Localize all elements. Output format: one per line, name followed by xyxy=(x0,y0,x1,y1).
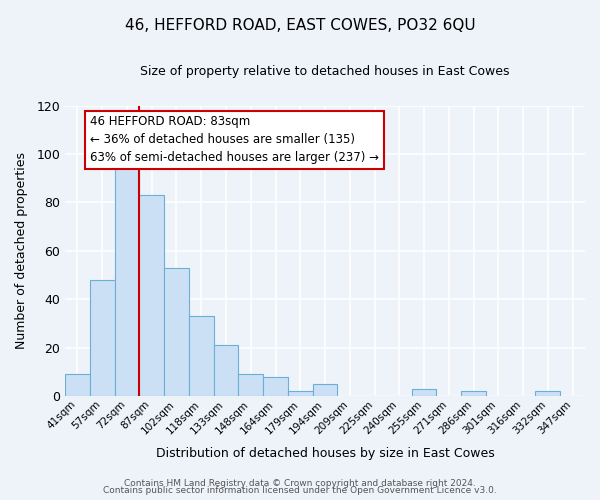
Bar xyxy=(461,392,486,396)
X-axis label: Distribution of detached houses by size in East Cowes: Distribution of detached houses by size … xyxy=(155,447,494,460)
Text: Contains HM Land Registry data © Crown copyright and database right 2024.: Contains HM Land Registry data © Crown c… xyxy=(124,478,476,488)
Bar xyxy=(535,392,560,396)
Bar xyxy=(139,195,164,396)
Bar xyxy=(90,280,115,396)
Bar xyxy=(238,374,263,396)
Y-axis label: Number of detached properties: Number of detached properties xyxy=(15,152,28,350)
Bar xyxy=(412,389,436,396)
Bar xyxy=(164,268,189,396)
Text: 46 HEFFORD ROAD: 83sqm
← 36% of detached houses are smaller (135)
63% of semi-de: 46 HEFFORD ROAD: 83sqm ← 36% of detached… xyxy=(90,115,379,164)
Bar xyxy=(313,384,337,396)
Bar xyxy=(214,346,238,397)
Bar xyxy=(263,377,288,396)
Text: 46, HEFFORD ROAD, EAST COWES, PO32 6QU: 46, HEFFORD ROAD, EAST COWES, PO32 6QU xyxy=(125,18,475,32)
Bar xyxy=(189,316,214,396)
Title: Size of property relative to detached houses in East Cowes: Size of property relative to detached ho… xyxy=(140,65,510,78)
Bar xyxy=(288,392,313,396)
Bar xyxy=(65,374,90,396)
Text: Contains public sector information licensed under the Open Government Licence v3: Contains public sector information licen… xyxy=(103,486,497,495)
Bar xyxy=(115,154,139,396)
